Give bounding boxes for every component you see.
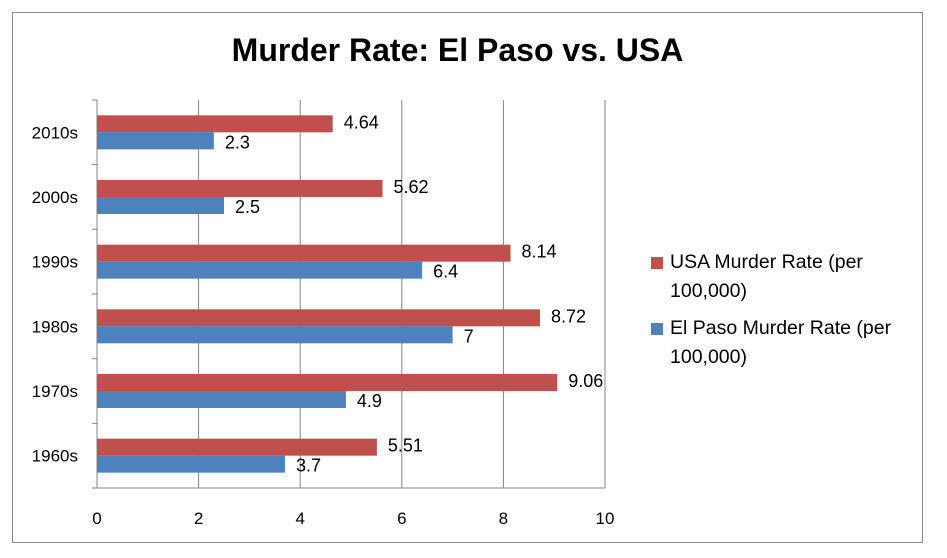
y-tick-label: 1980s [32, 317, 78, 336]
y-tick-label: 1970s [32, 382, 78, 401]
bar-elpaso [97, 197, 224, 214]
bar-elpaso [97, 455, 285, 473]
bar-usa [97, 115, 333, 133]
legend-label-usa: USA Murder Rate (per 100,000) [670, 251, 863, 302]
y-tick-label: 1990s [32, 253, 78, 272]
y-tick-label: 1960s [32, 447, 78, 466]
legend-label-elpaso: El Paso Murder Rate (per 100,000) [670, 317, 892, 368]
bar-usa [97, 244, 511, 262]
data-label-elpaso: 2.5 [235, 197, 260, 217]
chart-title: Murder Rate: El Paso vs. USA [231, 32, 684, 68]
data-label-elpaso: 2.3 [225, 132, 250, 152]
data-label-usa: 8.14 [522, 242, 557, 262]
bar-usa [97, 438, 377, 456]
data-label-usa: 9.06 [568, 371, 603, 391]
data-label-elpaso: 3.7 [296, 456, 321, 476]
x-tick-label: 10 [596, 509, 615, 528]
data-label-elpaso: 6.4 [433, 262, 458, 282]
bar-usa [97, 180, 383, 197]
legend-swatch-elpaso [651, 323, 663, 335]
y-tick-label: 2000s [32, 188, 78, 207]
x-tick-label: 6 [397, 509, 406, 528]
bar-elpaso [97, 391, 346, 408]
bar-usa [97, 309, 540, 327]
bar-elpaso [97, 326, 453, 344]
x-tick-label: 8 [499, 509, 508, 528]
x-tick-label: 4 [295, 509, 304, 528]
data-label-usa: 4.64 [344, 112, 379, 132]
bar-usa [97, 374, 558, 391]
data-label-usa: 5.51 [388, 436, 423, 456]
data-label-usa: 8.72 [551, 306, 586, 326]
x-tick-label: 2 [194, 509, 203, 528]
bar-elpaso [97, 132, 214, 150]
data-label-usa: 5.62 [393, 177, 428, 197]
bar-elpaso [97, 261, 423, 279]
legend-swatch-usa [651, 257, 663, 269]
data-label-elpaso: 7 [464, 326, 474, 346]
x-tick-label: 0 [92, 509, 101, 528]
y-tick-label: 2010s [32, 123, 78, 142]
data-label-elpaso: 4.9 [357, 391, 382, 411]
